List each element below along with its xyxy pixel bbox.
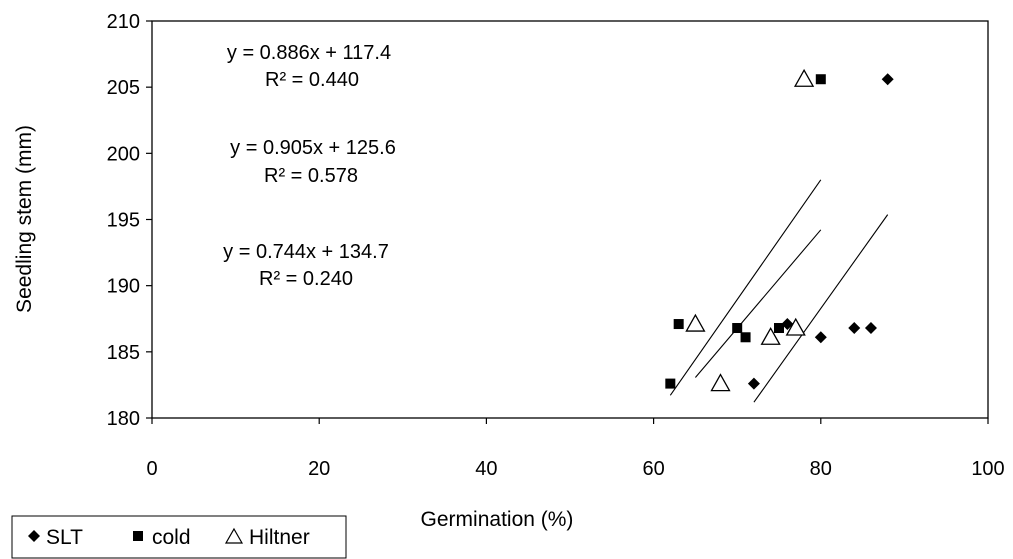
y-tick-label: 190: [107, 276, 140, 298]
data-points: [665, 68, 894, 392]
point-cold: [815, 74, 826, 85]
trendline-cold: [669, 179, 822, 396]
annotation-2-r2: R² = 0.578: [264, 165, 358, 187]
y-axis-ticks: 180 185 190 195 200 205 210: [107, 11, 152, 430]
point-slt: [881, 73, 894, 86]
y-tick-label: 185: [107, 342, 140, 364]
annotation-2: y = 0.905x + 125.6 R² = 0.578: [230, 137, 396, 187]
point-cold: [673, 319, 684, 330]
legend-box: [11, 515, 347, 559]
trendline-hiltner: [694, 229, 822, 378]
point-cold: [732, 323, 743, 334]
y-tick-label: 205: [107, 77, 140, 99]
point-slt: [848, 322, 861, 335]
legend-label-cold: cold: [152, 526, 191, 549]
plot-area: [151, 20, 989, 419]
point-slt: [747, 377, 760, 390]
annotation-1-r2: R² = 0.440: [265, 69, 359, 91]
point-cold: [665, 378, 676, 389]
legend-triangle-icon: [224, 527, 244, 544]
y-tick-label: 210: [107, 11, 140, 33]
point-hiltner: [785, 317, 806, 336]
trendline-slt: [753, 214, 889, 403]
point-hiltner: [710, 373, 731, 392]
x-tick-label: 40: [475, 458, 497, 480]
x-axis-ticks: 0 20 40 60 80 100: [146, 418, 1005, 480]
trendlines: [669, 179, 889, 403]
point-cold: [774, 323, 784, 334]
annotation-3: y = 0.744x + 134.7 R² = 0.240: [223, 241, 389, 290]
annotation-1: y = 0.886x + 117.4 R² = 0.440: [227, 42, 391, 91]
point-hiltner: [685, 313, 706, 332]
point-hiltner: [760, 326, 781, 345]
legend: SLT cold Hiltner: [11, 515, 347, 559]
annotation-2-equation: y = 0.905x + 125.6: [230, 137, 396, 159]
legend-square-icon: [133, 531, 143, 541]
legend-label-slt: SLT: [46, 526, 83, 549]
y-axis-title: Seedling stem (mm): [13, 125, 36, 313]
x-tick-label: 100: [971, 458, 1004, 480]
point-slt: [864, 322, 877, 335]
y-tick-label: 195: [107, 210, 140, 232]
x-axis-title: Germination (%): [421, 508, 574, 531]
x-tick-label: 80: [810, 458, 832, 480]
point-slt: [814, 331, 827, 344]
x-tick-label: 60: [642, 458, 664, 480]
annotation-3-r2: R² = 0.240: [259, 268, 353, 290]
y-tick-label: 180: [107, 408, 140, 430]
legend-label-hiltner: Hiltner: [249, 526, 310, 549]
annotation-3-equation: y = 0.744x + 134.7: [223, 241, 389, 263]
annotation-1-equation: y = 0.886x + 117.4: [227, 42, 391, 64]
point-hiltner: [793, 68, 815, 87]
x-tick-label: 20: [308, 458, 330, 480]
legend-diamond-icon: [28, 530, 40, 542]
y-tick-label: 200: [107, 143, 140, 165]
point-slt: [781, 318, 794, 331]
x-tick-label: 0: [146, 458, 157, 480]
point-cold: [740, 332, 751, 343]
